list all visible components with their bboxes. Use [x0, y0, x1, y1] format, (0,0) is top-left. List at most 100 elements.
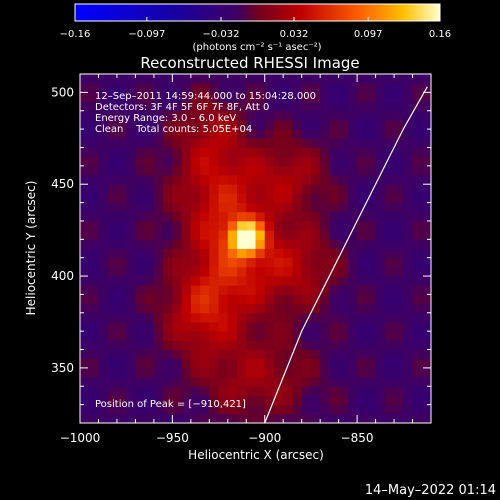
heatmap-cell — [107, 303, 118, 314]
solar-limb-curve — [264, 86, 428, 423]
heatmap-cell — [89, 294, 99, 305]
heatmap-cell — [412, 276, 423, 286]
heatmap-cell — [403, 303, 413, 314]
heatmap-cell — [310, 83, 321, 93]
heatmap-cell — [421, 92, 431, 102]
heatmap-cell — [237, 92, 247, 102]
heatmap-cell — [283, 285, 293, 295]
heatmap-cell — [135, 367, 146, 378]
heatmap-cell — [181, 367, 192, 378]
heatmap-cell — [264, 156, 275, 167]
heatmap-cell — [181, 395, 192, 406]
heatmap-cell — [264, 377, 275, 387]
heatmap-cell — [412, 138, 423, 148]
heatmap-cell — [135, 404, 146, 415]
heatmap-cell — [153, 138, 164, 148]
heatmap-cell — [246, 404, 256, 415]
heatmap-cell — [89, 413, 99, 423]
heatmap-cell — [329, 220, 340, 231]
heatmap-cell — [320, 230, 330, 240]
heatmap-cell — [320, 257, 330, 268]
heatmap-cell — [283, 312, 293, 323]
heatmap-cell — [384, 101, 395, 112]
heatmap-cell — [412, 413, 423, 423]
heatmap-cell — [273, 119, 284, 130]
heatmap-cell — [98, 349, 109, 360]
heatmap-cell — [394, 395, 404, 406]
heatmap-cell — [421, 340, 431, 350]
heatmap-cell — [255, 220, 266, 231]
heatmap-cell — [218, 367, 229, 378]
heatmap-cell — [218, 377, 229, 387]
heatmap-cell — [366, 175, 376, 185]
heatmap-cell — [172, 395, 183, 406]
heatmap-cell — [338, 358, 349, 369]
heatmap-cell — [98, 220, 109, 231]
heatmap-cell — [200, 74, 210, 84]
heatmap-cell — [89, 340, 99, 350]
heatmap-cell — [310, 147, 321, 158]
heatmap-cell — [218, 349, 229, 360]
heatmap-cell — [89, 119, 99, 130]
heatmap-cell — [384, 74, 395, 84]
heatmap-cell — [273, 220, 284, 231]
heatmap-cell — [338, 239, 349, 249]
heatmap-cell — [116, 386, 127, 396]
heatmap-cell — [116, 119, 127, 130]
heatmap-cell — [98, 119, 109, 130]
heatmap-cell — [237, 395, 247, 406]
heatmap-cell — [329, 74, 340, 84]
heatmap-cell — [301, 202, 312, 213]
heatmap-cell — [310, 110, 321, 121]
heatmap-cell — [273, 377, 284, 387]
heatmap-cell — [375, 92, 386, 102]
heatmap-cell — [144, 349, 155, 360]
heatmap-cell — [357, 101, 367, 112]
heatmap-cell — [144, 367, 155, 378]
heatmap-cell — [255, 367, 266, 378]
heatmap-cell — [421, 147, 431, 158]
heatmap-cell — [412, 367, 423, 378]
heatmap-cell — [163, 147, 173, 158]
heatmap-cell — [172, 266, 183, 277]
heatmap-cell — [421, 395, 431, 406]
heatmap-cell — [227, 340, 238, 350]
heatmap-cell — [283, 74, 293, 84]
y-tick-label: 450 — [51, 177, 74, 191]
heatmap-cell — [144, 239, 155, 249]
heatmap-cell — [347, 266, 358, 277]
heatmap-cell — [292, 138, 303, 148]
heatmap-cell — [246, 92, 256, 102]
heatmap-cell — [80, 230, 90, 240]
heatmap-cell — [301, 138, 312, 148]
heatmap-cell — [366, 129, 376, 139]
heatmap-cell — [116, 193, 127, 203]
heatmap-cell — [357, 395, 367, 406]
heatmap-cell — [292, 358, 303, 369]
heatmap-cell — [200, 413, 210, 423]
heatmap-cell — [338, 340, 349, 350]
heatmap-cell — [255, 395, 266, 406]
heatmap-cell — [227, 147, 238, 158]
heatmap-cell — [320, 413, 330, 423]
heatmap-cell — [292, 156, 303, 167]
heatmap-cell — [255, 193, 266, 203]
heatmap-cell — [190, 367, 201, 378]
heatmap-cell — [163, 202, 173, 213]
heatmap-cell — [181, 101, 192, 112]
heatmap-cell — [375, 220, 386, 231]
heatmap-cell — [246, 110, 256, 121]
heatmap-cell — [227, 220, 238, 231]
heatmap-cell — [144, 312, 155, 323]
heatmap-cell — [255, 294, 266, 305]
heatmap-cell — [292, 193, 303, 203]
heatmap-cell — [310, 312, 321, 323]
heatmap-cell — [301, 257, 312, 268]
heatmap-cell — [107, 74, 118, 84]
heatmap-cell — [366, 74, 376, 84]
heatmap-cell — [209, 147, 219, 158]
heatmap-cell — [227, 248, 238, 259]
heatmap-cell — [227, 101, 238, 112]
heatmap-cell — [403, 413, 413, 423]
heatmap-cell — [301, 184, 312, 194]
